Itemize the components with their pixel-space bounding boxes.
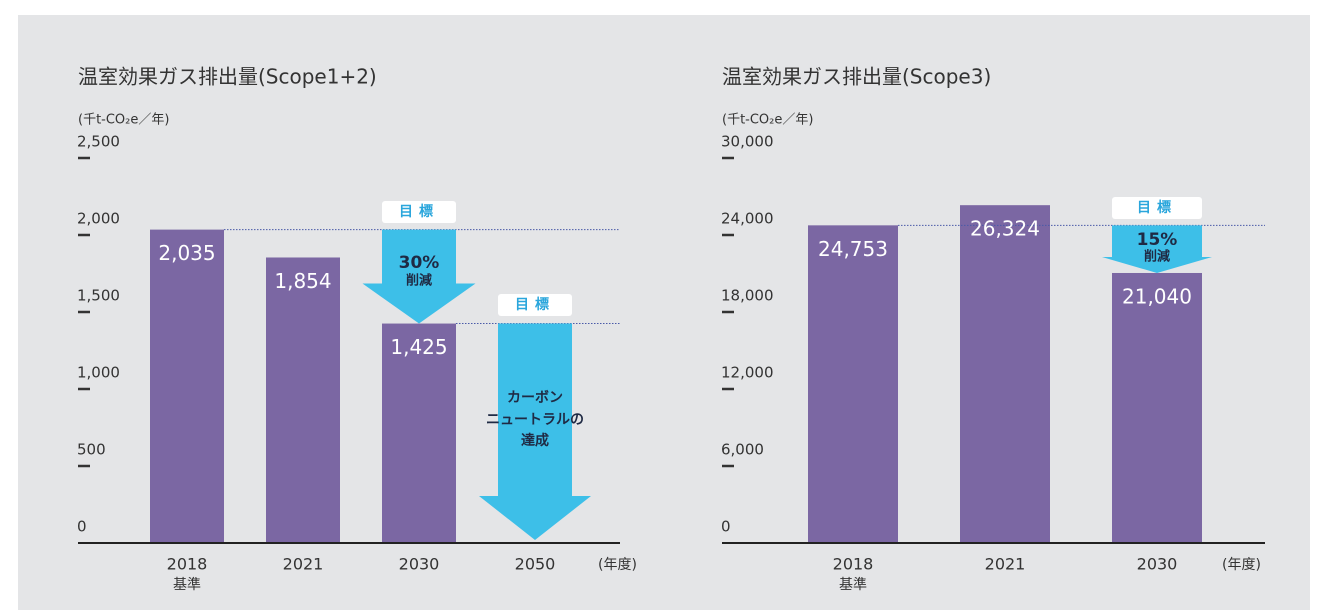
- value-label: 21,040: [1122, 284, 1192, 308]
- x-tick-label: 2018: [833, 555, 874, 574]
- panel: [18, 15, 1310, 610]
- target-text: ニュートラルの: [486, 412, 584, 428]
- target-text: 達成: [521, 432, 549, 449]
- target-text: カーボン: [507, 390, 563, 406]
- target-tag: 目標: [1137, 199, 1177, 216]
- y-tick-label: 24,000: [721, 210, 774, 228]
- target-tag-box: [498, 294, 572, 316]
- y-tick-label: 1,000: [77, 364, 120, 382]
- target-text: 15%: [1137, 230, 1178, 250]
- bar: [266, 257, 340, 543]
- y-tick-label: 6,000: [721, 441, 764, 459]
- y-tick-label: 0: [721, 518, 731, 536]
- bar: [808, 225, 898, 544]
- y-tick-label: 500: [77, 441, 106, 459]
- target-text: 30%: [399, 253, 440, 273]
- chart-title: 温室効果ガス排出量(Scope3): [722, 65, 991, 89]
- target-text: 削減: [406, 273, 432, 289]
- value-label: 2,035: [158, 241, 215, 265]
- target-text: 削減: [1144, 249, 1170, 265]
- target-tag-box: [1112, 197, 1202, 219]
- bar: [1112, 272, 1202, 543]
- x-tick-label: 2018: [167, 555, 208, 574]
- value-label: 1,854: [274, 269, 331, 293]
- x-tick-label: 2021: [283, 555, 324, 574]
- target-arrow: [479, 323, 591, 540]
- x-tick-label: 2050: [515, 555, 556, 574]
- bar: [960, 205, 1050, 543]
- y-axis-label: (千t-CO₂e／年): [78, 113, 169, 128]
- value-label: 24,753: [818, 237, 888, 261]
- x-tick-label: 2021: [985, 555, 1026, 574]
- target-tag: 目標: [515, 296, 555, 313]
- y-axis-label: (千t-CO₂e／年): [722, 113, 813, 128]
- x-tick-label: 2030: [1137, 555, 1178, 574]
- y-tick-label: 0: [77, 518, 87, 536]
- x-axis-label: (年度): [1222, 557, 1261, 573]
- target-arrow: [1102, 225, 1212, 273]
- y-tick-label: 30,000: [721, 133, 774, 151]
- target-arrow: [362, 229, 476, 324]
- target-tag: 目標: [399, 203, 439, 220]
- y-tick-label: 2,000: [77, 210, 120, 228]
- y-tick-label: 12,000: [721, 364, 774, 382]
- x-tick-note: 基準: [173, 576, 201, 593]
- y-tick-label: 18,000: [721, 287, 774, 305]
- x-tick-label: 2030: [399, 555, 440, 574]
- bar: [150, 229, 224, 544]
- x-axis-label: (年度): [598, 557, 637, 573]
- chart-title: 温室効果ガス排出量(Scope1+2): [78, 65, 377, 89]
- value-label: 26,324: [970, 217, 1040, 241]
- bar: [382, 323, 456, 543]
- value-label: 1,425: [390, 335, 447, 359]
- target-tag-box: [382, 201, 456, 223]
- x-tick-note: 基準: [839, 576, 867, 593]
- y-tick-label: 1,500: [77, 287, 120, 305]
- y-tick-label: 2,500: [77, 133, 120, 151]
